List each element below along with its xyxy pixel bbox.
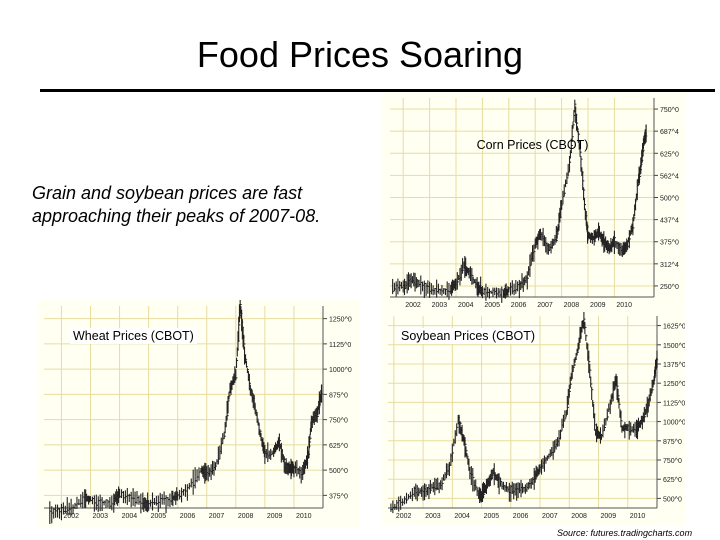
corn-xtick-label: 2006 xyxy=(511,302,527,309)
soybean-xtick-label: 2008 xyxy=(571,513,587,520)
wheat-xtick-label: 2007 xyxy=(209,513,225,520)
soybean-chart-title: Soybean Prices (CBOT) xyxy=(398,328,539,344)
soybean-xtick-label: 2010 xyxy=(630,513,646,520)
wheat-xtick-label: 2004 xyxy=(122,513,138,520)
corn-ytick-label: 750^0 xyxy=(660,107,679,114)
corn-chart-svg: 250^0 312^4 375^0 437^4 500^0 562^4 625^0 687^4… xyxy=(390,98,679,309)
corn-xtick-label: 2002 xyxy=(405,302,421,309)
wheat-ytick-label: 1125^0 xyxy=(329,342,351,349)
wheat-xtick-label: 2005 xyxy=(151,513,167,520)
wheat-xtick-label: 2008 xyxy=(238,513,254,520)
wheat-ytick-label: 1000^0 xyxy=(329,367,352,374)
corn-xtick-label: 2007 xyxy=(537,302,553,309)
corn-ytick-label: 437^4 xyxy=(660,218,679,225)
wheat-chart-title: Wheat Prices (CBOT) xyxy=(70,328,197,344)
soybean-xtick-label: 2007 xyxy=(542,513,558,520)
soybean-ytick-label: 1625^0 xyxy=(663,324,685,331)
corn-ytick-label: 562^4 xyxy=(660,173,679,180)
soybean-ytick-label: 1125^0 xyxy=(663,400,685,407)
source-citation: Source: futures.tradingcharts.com xyxy=(557,528,693,538)
slide-title: Food Prices Soaring xyxy=(196,34,524,75)
wheat-ytick-label: 375^0 xyxy=(329,493,348,500)
corn-ytick-label: 250^0 xyxy=(660,284,679,291)
corn-xtick-label: 2003 xyxy=(432,302,448,309)
corn-ytick-label: 312^4 xyxy=(660,262,679,269)
soybean-price-chart: 500^0 625^0 750^0 875^0 1000^0 1125^0 1250^0 13… xyxy=(382,312,685,526)
corn-xtick-label: 2008 xyxy=(564,302,580,309)
soybean-ytick-label: 1500^0 xyxy=(663,343,685,350)
soybean-ytick-label: 1000^0 xyxy=(663,420,685,427)
wheat-xtick-label: 2003 xyxy=(93,513,109,520)
soybean-xtick-label: 2009 xyxy=(601,513,617,520)
wheat-xtick-label: 2002 xyxy=(63,513,79,520)
corn-xtick-label: 2009 xyxy=(590,302,606,309)
slide-subtitle: Grain and soybean prices are fast approa… xyxy=(32,183,321,226)
corn-price-chart: 250^0 312^4 375^0 437^4 500^0 562^4 625^0 687^4… xyxy=(382,92,685,317)
wheat-price-chart: 375^0 500^0 625^0 750^0 875^0 1000^0 1125^0 125… xyxy=(38,300,360,528)
soybean-xtick-label: 2006 xyxy=(513,513,529,520)
wheat-ytick-label: 875^0 xyxy=(329,392,348,399)
corn-ytick-label: 625^0 xyxy=(660,151,679,158)
soybean-ytick-label: 1375^0 xyxy=(663,362,685,369)
soybean-xtick-label: 2004 xyxy=(454,513,470,520)
corn-xtick-label: 2004 xyxy=(458,302,474,309)
corn-xtick-label: 2005 xyxy=(484,302,500,309)
wheat-chart-svg: 375^0 500^0 625^0 750^0 875^0 1000^0 1125^0 125… xyxy=(44,300,352,524)
corn-ytick-label: 500^0 xyxy=(660,196,679,203)
wheat-xtick-label: 2010 xyxy=(296,513,312,520)
soybean-ytick-label: 875^0 xyxy=(663,439,682,446)
wheat-ytick-label: 1250^0 xyxy=(329,317,352,324)
corn-chart-title: Corn Prices (CBOT) xyxy=(476,138,589,152)
wheat-xtick-label: 2009 xyxy=(267,513,283,520)
soybean-ytick-label: 625^0 xyxy=(663,477,682,484)
soybean-ytick-label: 750^0 xyxy=(663,458,682,465)
wheat-ytick-label: 500^0 xyxy=(329,468,348,475)
wheat-ytick-label: 625^0 xyxy=(329,443,348,450)
corn-ytick-label: 375^0 xyxy=(660,240,679,247)
title-underline xyxy=(40,89,715,92)
soybean-ytick-label: 500^0 xyxy=(663,496,682,503)
soybean-xtick-label: 2003 xyxy=(425,513,441,520)
corn-xtick-label: 2010 xyxy=(616,302,632,309)
wheat-ytick-label: 750^0 xyxy=(329,418,348,425)
soybean-chart-svg: 500^0 625^0 750^0 875^0 1000^0 1125^0 1250^0 13… xyxy=(388,312,685,520)
soybean-ytick-label: 1250^0 xyxy=(663,381,685,388)
wheat-xtick-label: 2006 xyxy=(180,513,196,520)
corn-ytick-label: 687^4 xyxy=(660,129,679,136)
soybean-xtick-label: 2002 xyxy=(396,513,412,520)
soybean-xtick-label: 2005 xyxy=(484,513,500,520)
